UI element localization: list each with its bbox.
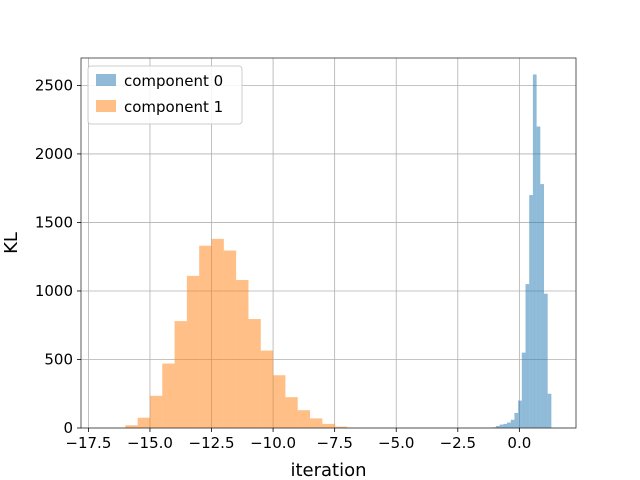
legend-swatch	[96, 74, 116, 86]
histogram-bar-series-1	[162, 363, 175, 428]
histogram-bar-series-0	[529, 195, 533, 428]
x-tick-label: −7.5	[316, 434, 352, 452]
y-tick-label: 500	[44, 350, 73, 368]
histogram-bar-series-1	[211, 238, 224, 428]
y-tick-label: 2000	[35, 145, 73, 163]
y-tick-label: 2500	[35, 76, 73, 94]
histogram-bar-series-0	[532, 74, 537, 428]
histogram-bar-series-0	[510, 419, 515, 428]
histogram-bar-series-1	[137, 417, 150, 428]
histogram-bar-series-0	[543, 293, 548, 428]
histogram-bar-series-1	[186, 275, 200, 428]
histogram-bar-series-1	[297, 410, 311, 428]
legend-box	[87, 65, 243, 125]
x-tick-label: −17.5	[65, 434, 111, 452]
histogram-bar-series-1	[248, 319, 261, 428]
x-tick-label: −12.5	[189, 434, 235, 452]
histogram-bar-series-1	[223, 250, 237, 428]
histogram-bar-series-1	[125, 425, 138, 428]
histogram-bar-series-1	[260, 350, 274, 428]
histogram-bar-series-0	[503, 423, 508, 428]
bars	[125, 74, 552, 428]
histogram-bar-series-0	[507, 422, 511, 428]
histogram-bar-series-0	[547, 393, 552, 428]
histogram-bar-series-0	[518, 400, 522, 428]
histogram-bar-series-1	[334, 426, 347, 428]
y-axis-ticks: 0 500 1000 1500 2000 2500	[35, 76, 81, 437]
x-tick-label: −10.0	[250, 434, 296, 452]
histogram-bar-series-1	[310, 418, 323, 428]
y-tick-label: 1500	[35, 213, 73, 231]
x-tick-label: −5.0	[378, 434, 414, 452]
legend-label: component 1	[124, 98, 223, 116]
histogram-bar-series-0	[514, 412, 519, 428]
histogram-bar-series-1	[199, 245, 212, 428]
x-tick-label: 0.0	[507, 434, 531, 452]
x-axis-ticks: −17.5 −15.0 −12.5 −10.0 −7.5 −5.0 −2.5 0.0	[65, 428, 531, 452]
legend: component 0 component 1	[87, 65, 243, 125]
histogram-bar-series-0	[521, 352, 526, 428]
histogram-bar-series-0	[495, 425, 500, 428]
y-tick-label: 1000	[35, 282, 73, 300]
histogram-bar-series-1	[273, 375, 286, 428]
legend-swatch	[96, 100, 116, 112]
legend-label: component 0	[124, 72, 223, 90]
histogram-bar-series-1	[285, 397, 298, 428]
x-tick-label: −15.0	[127, 434, 173, 452]
histogram-bar-series-1	[149, 395, 163, 428]
x-axis-label: iteration	[290, 460, 366, 480]
histogram-bar-series-0	[536, 126, 541, 428]
histogram-bar-series-0	[499, 424, 504, 428]
histogram-bar-series-0	[540, 184, 544, 428]
histogram-bar-series-1	[174, 321, 187, 428]
histogram-bar-series-1	[236, 280, 249, 428]
y-axis-label: KL	[1, 232, 22, 254]
x-tick-label: −2.5	[440, 434, 476, 452]
histogram-bar-series-1	[322, 423, 335, 428]
plot-frame	[80, 57, 577, 429]
histogram-bar-series-0	[525, 284, 530, 428]
y-tick-label: 0	[63, 419, 73, 437]
